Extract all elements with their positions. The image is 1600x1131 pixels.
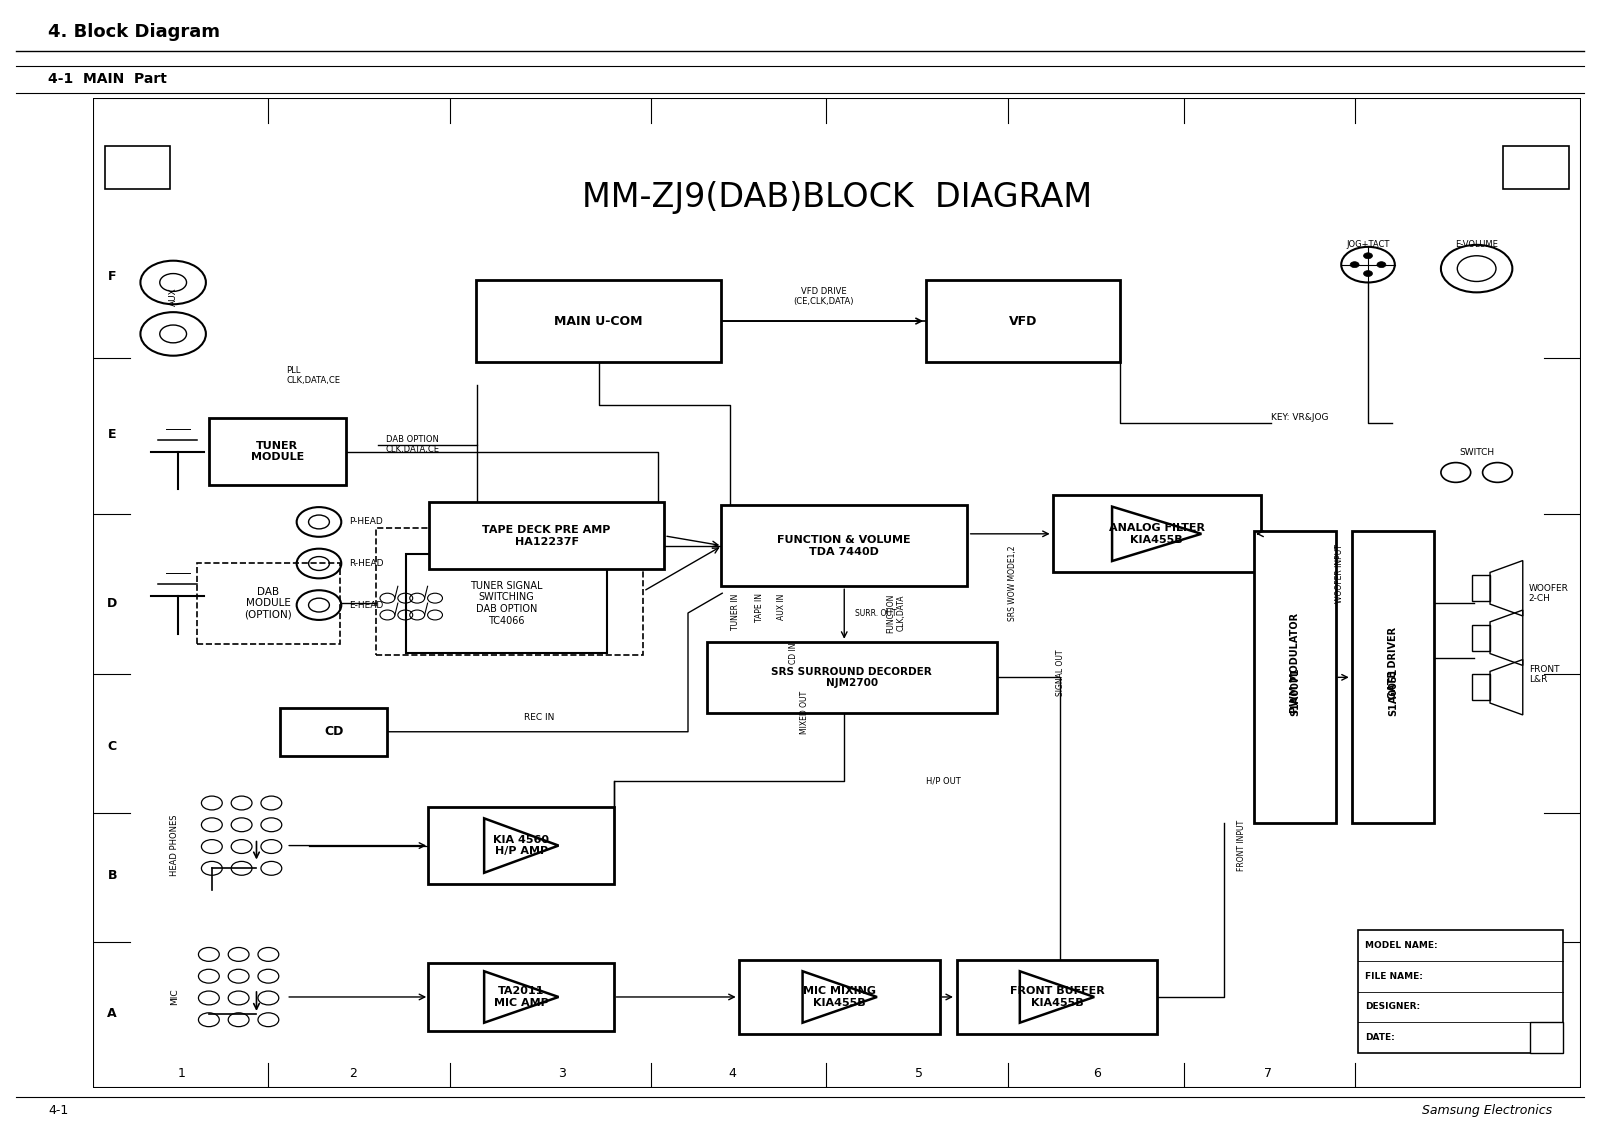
Text: PLL
CLK,DATA,CE: PLL CLK,DATA,CE (286, 365, 341, 386)
Text: SIGNAL OUT: SIGNAL OUT (1056, 649, 1064, 696)
Text: MIC MIXING
KIA455B: MIC MIXING KIA455B (803, 986, 877, 1008)
Text: MODEL NAME:: MODEL NAME: (1365, 941, 1438, 950)
Bar (1352, 532, 1434, 823)
Text: R-HEAD: R-HEAD (349, 559, 384, 568)
Text: F: F (107, 270, 117, 283)
Text: E-VOLUME: E-VOLUME (1456, 240, 1498, 249)
Text: KIA 4560
H/P AMP: KIA 4560 H/P AMP (493, 835, 549, 856)
Circle shape (1350, 261, 1358, 268)
Text: CD: CD (325, 725, 344, 739)
Text: S1A0071: S1A0071 (1290, 668, 1301, 716)
Text: MM-ZJ9(DAB)BLOCK  DIAGRAM: MM-ZJ9(DAB)BLOCK DIAGRAM (582, 181, 1091, 214)
Text: GATE DRIVER: GATE DRIVER (1389, 627, 1398, 699)
Text: 2: 2 (349, 1067, 357, 1080)
Bar (210, 418, 346, 485)
Text: WOOFER
2-CH: WOOFER 2-CH (1528, 584, 1568, 603)
Bar (104, 146, 170, 189)
Text: AUX IN: AUX IN (778, 593, 786, 620)
Text: SRS WOW MODE1,2: SRS WOW MODE1,2 (1008, 545, 1018, 621)
Text: H/P OUT: H/P OUT (926, 777, 962, 786)
Text: B: B (107, 869, 117, 882)
Text: FRONT BUFFER
KIA455B: FRONT BUFFER KIA455B (1010, 986, 1104, 1008)
Bar (197, 562, 339, 644)
Text: PWM MODULATOR: PWM MODULATOR (1290, 612, 1301, 713)
Text: 4: 4 (728, 1067, 736, 1080)
Text: TAPE DECK PRE AMP
HA12237F: TAPE DECK PRE AMP HA12237F (483, 525, 611, 546)
Text: DATE:: DATE: (1365, 1034, 1395, 1043)
Bar (376, 528, 643, 655)
Text: SRS SURROUND DECORDER
NJM2700: SRS SURROUND DECORDER NJM2700 (771, 666, 933, 688)
Text: FUNCTION & VOLUME
TDA 7440D: FUNCTION & VOLUME TDA 7440D (778, 535, 910, 556)
Text: 5: 5 (915, 1067, 923, 1080)
Text: HEAD PHONES: HEAD PHONES (170, 814, 179, 877)
Bar (406, 553, 606, 653)
Text: 6: 6 (1093, 1067, 1101, 1080)
Text: 7: 7 (1264, 1067, 1272, 1080)
Circle shape (1363, 270, 1373, 277)
Text: E-HEAD: E-HEAD (349, 601, 382, 610)
Bar (429, 502, 664, 570)
Bar (1358, 930, 1563, 1053)
Text: MIC: MIC (170, 988, 179, 1005)
Text: TUNER
MODULE: TUNER MODULE (251, 441, 304, 463)
Text: MIXED OUT: MIXED OUT (800, 690, 808, 734)
Bar (739, 960, 941, 1034)
Bar (722, 506, 966, 586)
Text: TUNER IN: TUNER IN (731, 593, 741, 630)
Text: S1A0051: S1A0051 (1389, 668, 1398, 716)
Text: E: E (107, 429, 117, 441)
Text: SWITCH: SWITCH (1459, 448, 1494, 457)
Bar (429, 964, 614, 1030)
Bar (1472, 576, 1490, 602)
Text: TAPE IN: TAPE IN (755, 593, 763, 622)
Text: VFD: VFD (1008, 314, 1037, 328)
Bar (280, 708, 387, 756)
Circle shape (1363, 253, 1373, 259)
Text: SURR. OUT: SURR. OUT (854, 608, 896, 618)
Text: 4. Block Diagram: 4. Block Diagram (48, 23, 221, 41)
Text: 3: 3 (557, 1067, 565, 1080)
Bar (1254, 532, 1336, 823)
Text: CD IN: CD IN (789, 642, 798, 664)
Bar (707, 641, 997, 713)
Text: C: C (107, 740, 117, 753)
Text: KEY: VR&JOG: KEY: VR&JOG (1272, 413, 1328, 422)
Bar (1053, 495, 1261, 572)
Text: FILE NAME:: FILE NAME: (1365, 972, 1422, 981)
Text: REC IN: REC IN (525, 713, 554, 722)
Bar (475, 280, 722, 362)
Text: VFD DRIVE
(CE,CLK,DATA): VFD DRIVE (CE,CLK,DATA) (794, 287, 854, 307)
Text: AUX: AUX (168, 287, 178, 305)
Text: 4-1: 4-1 (48, 1104, 69, 1117)
Text: JOG+TACT: JOG+TACT (1346, 240, 1390, 249)
Text: 4-1  MAIN  Part: 4-1 MAIN Part (48, 72, 166, 86)
Text: DAB OPTION
CLK,DATA,CE: DAB OPTION CLK,DATA,CE (386, 435, 440, 455)
Bar (926, 280, 1120, 362)
Text: TA2011
MIC AMP: TA2011 MIC AMP (494, 986, 549, 1008)
Text: DESIGNER:: DESIGNER: (1365, 1002, 1421, 1011)
Text: 1: 1 (178, 1067, 186, 1080)
Bar (1472, 624, 1490, 650)
Bar (1504, 146, 1570, 189)
Bar (429, 808, 614, 884)
Text: FRONT
L&R: FRONT L&R (1528, 665, 1560, 684)
Text: TUNER SIGNAL
SWITCHING
DAB OPTION
TC4066: TUNER SIGNAL SWITCHING DAB OPTION TC4066 (470, 580, 542, 625)
Bar (1530, 1022, 1563, 1053)
Text: ANALOG FILTER
KIA455B: ANALOG FILTER KIA455B (1109, 523, 1205, 545)
Text: D: D (107, 597, 117, 610)
Circle shape (1378, 261, 1386, 268)
Text: FRONT INPUT: FRONT INPUT (1237, 820, 1246, 871)
Bar (1472, 674, 1490, 700)
Text: A: A (107, 1008, 117, 1020)
Text: DAB
MODULE
(OPTION): DAB MODULE (OPTION) (245, 587, 293, 620)
Text: Samsung Electronics: Samsung Electronics (1422, 1104, 1552, 1117)
Text: MAIN U-COM: MAIN U-COM (555, 314, 643, 328)
Text: WOOFER INPUT: WOOFER INPUT (1336, 544, 1344, 603)
Bar (957, 960, 1157, 1034)
Text: FUNCTION
CLK,DATA: FUNCTION CLK,DATA (886, 593, 906, 632)
Text: P-HEAD: P-HEAD (349, 518, 382, 526)
